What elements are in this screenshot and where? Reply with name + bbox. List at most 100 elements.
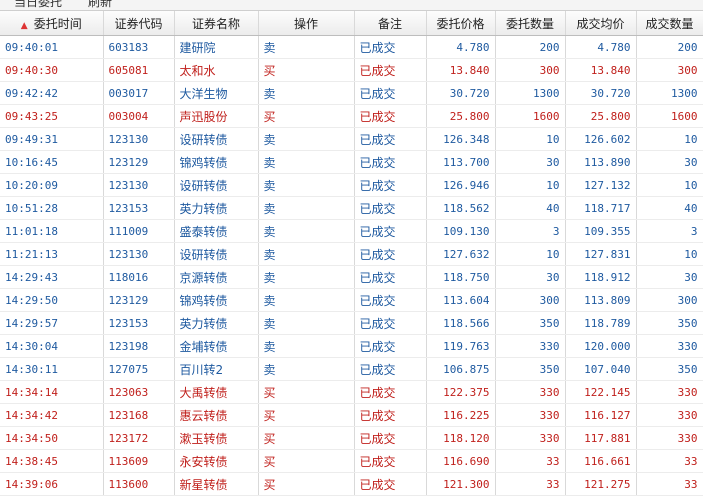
cell-order-qty: 300 (495, 288, 566, 312)
column-header-order-price[interactable]: 委托价格 (426, 11, 496, 36)
cell-time: 09:49:31 (0, 127, 104, 151)
cell-name: 大禹转债 (174, 380, 259, 404)
table-row[interactable]: 10:51:28 123153 英力转债卖已成交 118.562 40 118.717 40 (0, 196, 703, 220)
column-header-name[interactable]: 证券名称 (174, 11, 259, 36)
cell-code: 113609 (103, 449, 175, 473)
cell-time: 09:40:01 (0, 35, 104, 59)
orders-table: ▲ 委托时间 证券代码 证券名称 操作 备注 委托价格 委托数量 成交均价 成交数… (0, 11, 703, 496)
sort-ascending-icon: ▲ (20, 20, 28, 31)
cell-operation: 买 (258, 426, 355, 450)
tab-refresh[interactable]: 刷新 (88, 0, 113, 9)
cell-time: 10:16:45 (0, 150, 104, 174)
table-row[interactable]: 14:34:50 123172 漱玉转债买已成交 118.120 330 117.881 3… (0, 426, 703, 450)
cell-order-qty: 30 (495, 265, 566, 289)
cell-order-price: 106.875 (426, 357, 496, 381)
cell-operation: 卖 (258, 150, 355, 174)
cell-order-price: 122.375 (426, 380, 496, 404)
cell-note: 已成交 (354, 334, 427, 358)
table-row[interactable]: 14:39:06 113600 新星转债买已成交 121.300 33 121.275 33 (0, 472, 703, 496)
cell-order-qty: 33 (495, 472, 566, 496)
table-row[interactable]: 09:42:42 003017 大洋生物卖已成交 30.720 1300 30.720 13… (0, 81, 703, 105)
column-header-time[interactable]: ▲ 委托时间 (0, 11, 104, 36)
cell-note: 已成交 (354, 196, 427, 220)
cell-note: 已成交 (354, 449, 427, 473)
cell-order-qty: 350 (495, 357, 566, 381)
cell-order-qty: 40 (495, 196, 566, 220)
table-row[interactable]: 14:29:57 123153 英力转债卖已成交 118.566 350 118.789 3… (0, 311, 703, 335)
cell-avg-price: 25.800 (565, 104, 637, 128)
column-header-note[interactable]: 备注 (354, 11, 427, 36)
table-row[interactable]: 10:20:09 123130 设研转债卖已成交 126.946 10 127.132 10 (0, 173, 703, 197)
cell-avg-price: 13.840 (565, 58, 637, 82)
cell-code: 123130 (103, 127, 175, 151)
cell-note: 已成交 (354, 403, 427, 427)
cell-time: 09:43:25 (0, 104, 104, 128)
cell-code: 123129 (103, 150, 175, 174)
cell-code: 123063 (103, 380, 175, 404)
table-row[interactable]: 09:40:01 603183 建研院卖已成交 4.780 200 4.780 200 (0, 35, 703, 59)
table-row[interactable]: 14:29:43 118016 京源转债卖已成交 118.750 30 118.912 30 (0, 265, 703, 289)
table-row[interactable]: 09:40:30 605081 太和水买已成交 13.840 300 13.840 300 (0, 58, 703, 82)
cell-order-qty: 1300 (495, 81, 566, 105)
cell-code: 123168 (103, 403, 175, 427)
cell-order-qty: 33 (495, 449, 566, 473)
column-header-order-qty[interactable]: 委托数量 (495, 11, 566, 36)
cell-order-qty: 300 (495, 58, 566, 82)
table-row[interactable]: 09:49:31 123130 设研转债卖已成交 126.348 10 126.602 10 (0, 127, 703, 151)
cell-operation: 卖 (258, 311, 355, 335)
table-row[interactable]: 09:43:25 003004 声迅股份买已成交 25.800 1600 25.800 16… (0, 104, 703, 128)
cell-code: 113600 (103, 472, 175, 496)
table-row[interactable]: 14:38:45 113609 永安转债买已成交 116.690 33 116.661 33 (0, 449, 703, 473)
table-row[interactable]: 11:01:18 111009 盛泰转债卖已成交 109.130 3 109.355 3 (0, 219, 703, 243)
cell-name: 太和水 (174, 58, 259, 82)
table-row[interactable]: 11:21:13 123130 设研转债卖已成交 127.632 10 127.831 10 (0, 242, 703, 266)
table-row[interactable]: 14:30:11 127075 百川转2 卖已成交 106.875 350 107.040 3… (0, 357, 703, 381)
cell-filled-qty: 40 (636, 196, 703, 220)
cell-note: 已成交 (354, 219, 427, 243)
cell-avg-price: 107.040 (565, 357, 637, 381)
table-row[interactable]: 14:29:50 123129 锦鸡转债卖已成交 113.604 300 113.809 3… (0, 288, 703, 312)
cell-avg-price: 116.127 (565, 403, 637, 427)
column-header-operation[interactable]: 操作 (258, 11, 355, 36)
cell-time: 14:29:50 (0, 288, 104, 312)
cell-time: 10:51:28 (0, 196, 104, 220)
cell-avg-price: 109.355 (565, 219, 637, 243)
cell-avg-price: 127.831 (565, 242, 637, 266)
cell-filled-qty: 33 (636, 449, 703, 473)
table-row[interactable]: 14:30:04 123198 金埔转债卖已成交 119.763 330 120.000 3… (0, 334, 703, 358)
cell-operation: 卖 (258, 196, 355, 220)
cell-order-price: 4.780 (426, 35, 496, 59)
cell-order-price: 119.763 (426, 334, 496, 358)
table-header-row: ▲ 委托时间 证券代码 证券名称 操作 备注 委托价格 委托数量 成交均价 成交数… (0, 11, 703, 36)
tab-today-orders[interactable]: 当日委托 (14, 0, 63, 9)
cell-avg-price: 116.661 (565, 449, 637, 473)
cell-order-price: 118.566 (426, 311, 496, 335)
table-row[interactable]: 14:34:14 123063 大禹转债买已成交 122.375 330 122.145 3… (0, 380, 703, 404)
column-header-code[interactable]: 证券代码 (103, 11, 175, 36)
cell-time: 14:34:14 (0, 380, 104, 404)
cell-order-qty: 30 (495, 150, 566, 174)
cell-time: 09:40:30 (0, 58, 104, 82)
cell-order-price: 113.604 (426, 288, 496, 312)
cell-note: 已成交 (354, 288, 427, 312)
table-row[interactable]: 10:16:45 123129 锦鸡转债卖已成交 113.700 30 113.890 30 (0, 150, 703, 174)
cell-note: 已成交 (354, 81, 427, 105)
cell-name: 京源转债 (174, 265, 259, 289)
cell-code: 118016 (103, 265, 175, 289)
cell-note: 已成交 (354, 357, 427, 381)
cell-note: 已成交 (354, 35, 427, 59)
table-row[interactable]: 14:34:42 123168 惠云转债买已成交 116.225 330 116.127 3… (0, 403, 703, 427)
cell-operation: 买 (258, 472, 355, 496)
cell-code: 003017 (103, 81, 175, 105)
column-header-filled-qty[interactable]: 成交数量 (636, 11, 703, 36)
cell-order-price: 113.700 (426, 150, 496, 174)
cell-avg-price: 121.275 (565, 472, 637, 496)
cell-code: 123172 (103, 426, 175, 450)
cell-code: 003004 (103, 104, 175, 128)
cell-order-price: 109.130 (426, 219, 496, 243)
cell-operation: 卖 (258, 127, 355, 151)
cell-time: 14:30:04 (0, 334, 104, 358)
cell-code: 605081 (103, 58, 175, 82)
column-header-avg-price[interactable]: 成交均价 (565, 11, 637, 36)
cell-code: 123130 (103, 242, 175, 266)
